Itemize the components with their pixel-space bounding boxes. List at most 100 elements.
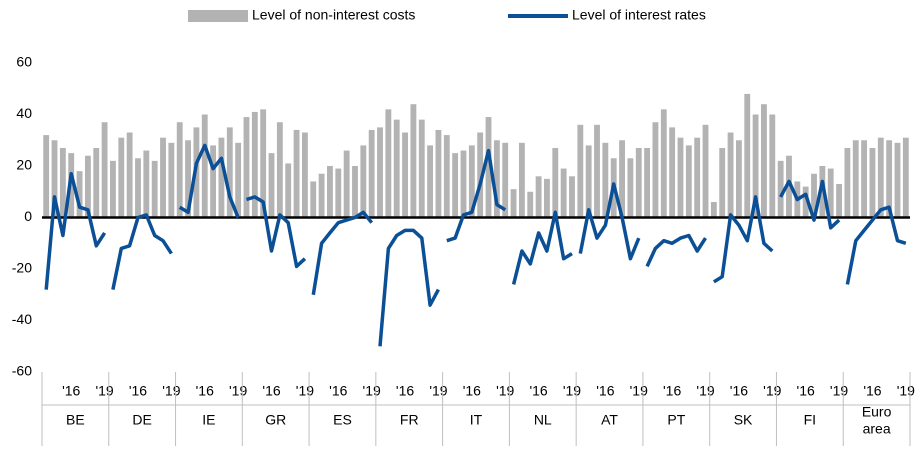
bar [293, 129, 300, 218]
bar [569, 176, 575, 218]
bar [585, 145, 592, 218]
group-label: GR [265, 412, 286, 428]
bar [210, 145, 217, 218]
bar [402, 132, 408, 218]
x-tick-label: '16 [529, 383, 547, 399]
x-tick-label: '16 [396, 383, 414, 399]
bar [410, 104, 417, 218]
y-tick-label: -60 [12, 363, 32, 379]
x-tick-label: '16 [663, 383, 681, 399]
bar [635, 147, 642, 218]
bar [752, 114, 759, 218]
group-label: PT [667, 412, 685, 428]
bar [518, 142, 525, 218]
bar [660, 109, 667, 218]
bar [502, 142, 509, 218]
bar [627, 158, 634, 218]
bar [360, 145, 367, 218]
bar [877, 137, 884, 218]
bar [110, 160, 116, 218]
x-tick-label: '16 [329, 383, 347, 399]
bar [310, 181, 317, 218]
x-tick-label: '19 [630, 383, 648, 399]
x-tick-label: '19 [763, 383, 781, 399]
bar [552, 147, 559, 218]
group-label: NL [534, 412, 552, 428]
bar [185, 140, 191, 218]
bar [710, 202, 717, 218]
group-label: area [863, 421, 891, 437]
group-label: SK [734, 412, 753, 428]
bar [560, 168, 567, 218]
bar [201, 114, 208, 218]
bar [176, 122, 183, 218]
x-tick-label: '16 [196, 383, 214, 399]
bar [844, 147, 851, 218]
bar [827, 168, 834, 218]
bar [118, 137, 125, 218]
bar [652, 122, 659, 218]
bar [43, 135, 50, 218]
x-tick-label: '19 [95, 383, 113, 399]
legend-swatch [188, 10, 248, 22]
bar [76, 171, 83, 218]
bar [276, 122, 283, 218]
x-tick-label: '16 [797, 383, 815, 399]
bar [861, 140, 868, 218]
bar [477, 132, 484, 218]
x-tick-label: '19 [296, 383, 314, 399]
bar [168, 142, 175, 218]
bar [235, 142, 242, 218]
group-label: BE [66, 412, 85, 428]
bar [460, 150, 467, 218]
bar [735, 140, 742, 218]
bar [485, 117, 492, 218]
bar [811, 173, 817, 218]
bar [243, 117, 250, 218]
bar [836, 184, 842, 218]
bar [669, 127, 676, 218]
bar [226, 127, 233, 218]
group-label: AT [601, 412, 618, 428]
y-tick-label: -40 [12, 311, 32, 327]
bar [761, 104, 767, 218]
x-tick-label: '19 [496, 383, 514, 399]
bar [418, 119, 425, 218]
rate-line [845, 205, 907, 285]
bar [802, 186, 809, 218]
bar [343, 150, 350, 218]
bar [218, 137, 225, 218]
x-tick-label: '16 [463, 383, 481, 399]
bar [493, 140, 500, 218]
bar [694, 137, 701, 218]
group-label: IE [202, 412, 215, 428]
rate-line [178, 143, 240, 219]
bar [744, 93, 751, 218]
bar [577, 124, 584, 218]
bar [869, 147, 876, 218]
x-tick-label: '16 [596, 383, 614, 399]
bar [385, 109, 392, 218]
x-tick-label: '19 [830, 383, 848, 399]
bar [769, 114, 776, 218]
bar [452, 153, 459, 218]
bar [268, 153, 275, 218]
rate-line [44, 171, 107, 290]
bar [527, 191, 534, 218]
bar [393, 119, 400, 218]
bar [301, 132, 308, 218]
x-tick-label: '16 [262, 383, 280, 399]
y-tick-label: -20 [12, 260, 32, 276]
x-tick-label: '19 [563, 383, 581, 399]
bar [602, 142, 609, 218]
bar [443, 135, 450, 218]
rate-line [645, 233, 707, 268]
bar [143, 150, 150, 218]
bar [819, 166, 826, 218]
x-tick-label: '19 [897, 383, 915, 399]
bar [126, 132, 133, 218]
y-tick-label: 60 [16, 54, 32, 70]
bar [260, 109, 267, 218]
bar [786, 155, 792, 218]
rate-line [311, 210, 374, 296]
